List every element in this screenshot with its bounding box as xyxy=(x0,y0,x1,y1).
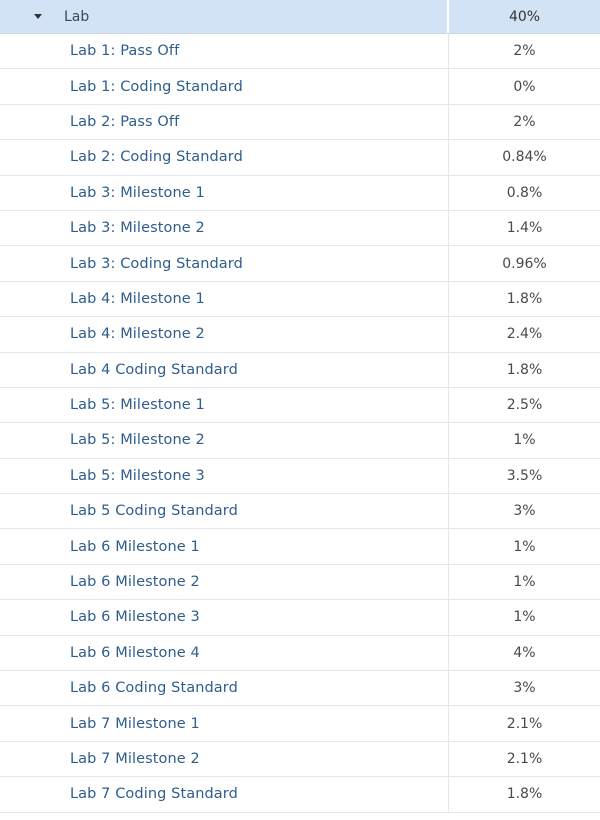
assignment-link[interactable]: Lab 7 Milestone 1 xyxy=(70,715,200,732)
table-row: Lab 7 Milestone 2 2.1% xyxy=(0,741,600,778)
assignment-weight: 1.8% xyxy=(506,290,543,307)
assignment-link[interactable]: Lab 6 Milestone 2 xyxy=(70,574,200,591)
assignment-weight: 1.8% xyxy=(506,361,543,378)
assignment-name-cell: Lab 5: Milestone 3 xyxy=(0,458,449,494)
table-row: Lab 3: Milestone 1 0.8% xyxy=(0,175,600,211)
assignment-link[interactable]: Lab 6 Coding Standard xyxy=(70,680,238,697)
table-row: Lab 6 Milestone 4 4% xyxy=(0,635,600,672)
assignment-link[interactable]: Lab 4: Milestone 2 xyxy=(70,326,205,343)
assignment-link[interactable]: Lab 6 Milestone 1 xyxy=(70,538,200,555)
assignment-weight: 2% xyxy=(513,113,536,130)
table-row: Lab 4: Milestone 2 2.4% xyxy=(0,317,600,353)
assignment-weight: 0% xyxy=(513,78,536,95)
category-name-cell: Lab xyxy=(0,0,449,33)
assignment-weight: 1% xyxy=(513,538,536,555)
assignment-name-cell: Lab 4: Milestone 1 xyxy=(0,281,449,317)
assignment-name-cell: Lab 6 Milestone 1 xyxy=(0,529,449,564)
assignment-link[interactable]: Lab 3: Milestone 2 xyxy=(70,220,205,237)
assignment-weight: 1% xyxy=(513,574,536,591)
assignment-name-cell: Lab 3: Milestone 1 xyxy=(0,175,449,210)
assignment-name-cell: Lab 4: Milestone 2 xyxy=(0,317,449,352)
assignment-name-cell: Lab 7 Milestone 2 xyxy=(0,741,449,777)
assignment-link[interactable]: Lab 3: Coding Standard xyxy=(70,255,243,272)
assignment-name-cell: Lab 6 Milestone 2 xyxy=(0,564,449,600)
assignment-name-cell: Lab 2: Coding Standard xyxy=(0,140,449,175)
assignment-name-cell: Lab 6 Milestone 3 xyxy=(0,600,449,635)
collapse-caret-icon[interactable] xyxy=(34,14,42,19)
table-row: Lab 4 Coding Standard 1.8% xyxy=(0,352,600,388)
assignment-name-cell: Lab 1: Pass Off xyxy=(0,34,449,69)
assignment-weight: 2.5% xyxy=(506,397,543,414)
table-row: Lab 5: Milestone 1 2.5% xyxy=(0,387,600,424)
table-row: Lab 7 Milestone 1 2.1% xyxy=(0,706,600,742)
assignment-name-cell: Lab 2: Pass Off xyxy=(0,104,449,140)
table-row: Lab 1: Pass Off 2% xyxy=(0,34,600,70)
table-row: Lab 6 Milestone 1 1% xyxy=(0,529,600,565)
assignment-weight: 2.1% xyxy=(506,751,543,767)
table-row: Lab 6 Coding Standard 3% xyxy=(0,671,600,707)
assignment-weight: 1.4% xyxy=(506,220,543,237)
assignment-weight: 2.4% xyxy=(506,326,543,343)
table-row: Lab 5: Milestone 2 1% xyxy=(0,423,600,459)
table-row: Lab 2: Pass Off 2% xyxy=(0,104,600,141)
assignment-link[interactable]: Lab 4: Milestone 1 xyxy=(70,290,205,307)
assignment-weight: 2.1% xyxy=(506,715,543,732)
assignment-link[interactable]: Lab 5: Milestone 1 xyxy=(70,397,205,414)
table-row: Lab 3: Coding Standard 0.96% xyxy=(0,246,600,282)
assignment-link[interactable]: Lab 7 Coding Standard xyxy=(70,786,238,803)
table-row: Lab 4: Milestone 1 1.8% xyxy=(0,281,600,318)
assignment-name-cell: Lab 5: Milestone 1 xyxy=(0,387,449,423)
assignment-weight: 2% xyxy=(513,43,536,60)
assignment-link[interactable]: Lab 1: Pass Off xyxy=(70,43,180,60)
assignment-weight: 1.8% xyxy=(506,786,543,803)
assignment-weight: 3% xyxy=(513,680,536,697)
assignment-name-cell: Lab 3: Coding Standard xyxy=(0,246,449,281)
assignment-link[interactable]: Lab 5: Milestone 3 xyxy=(70,467,205,484)
table-row: Lab 2: Coding Standard 0.84% xyxy=(0,140,600,176)
assignment-weight: 1% xyxy=(513,609,536,626)
assignment-weight: 4% xyxy=(513,644,536,661)
assignment-name-cell: Lab 4 Coding Standard xyxy=(0,352,449,387)
assignment-name-cell: Lab 5 Coding Standard xyxy=(0,494,449,529)
assignment-name-cell: Lab 5: Milestone 2 xyxy=(0,423,449,458)
category-percent: 40% xyxy=(508,8,541,25)
assignment-name-cell: Lab 7 Coding Standard xyxy=(0,777,449,812)
category-label: Lab xyxy=(64,8,90,25)
assignment-link[interactable]: Lab 2: Coding Standard xyxy=(70,149,243,166)
assignment-name-cell: Lab 3: Milestone 2 xyxy=(0,210,449,246)
table-row: Lab 5: Milestone 3 3.5% xyxy=(0,458,600,495)
assignment-weight: 1% xyxy=(513,432,536,449)
lab-category-header[interactable]: Lab 40% xyxy=(0,0,600,34)
assignment-link[interactable]: Lab 2: Pass Off xyxy=(70,113,180,130)
assignment-weight: 3% xyxy=(513,503,536,520)
table-row: Lab 7 Coding Standard 1.8% xyxy=(0,777,600,813)
assignment-rows: Lab 1: Pass Off 2% Lab 1: Coding Standard 0… xyxy=(0,34,600,813)
assignment-weight: 0.84% xyxy=(502,149,547,166)
table-row: Lab 5 Coding Standard 3% xyxy=(0,494,600,530)
assignment-weight: 0.8% xyxy=(506,184,543,201)
table-row: Lab 6 Milestone 2 1% xyxy=(0,564,600,601)
table-row: Lab 6 Milestone 3 1% xyxy=(0,600,600,636)
assignment-link[interactable]: Lab 6 Milestone 4 xyxy=(70,644,200,661)
assignment-link[interactable]: Lab 5 Coding Standard xyxy=(70,503,238,520)
assignment-link[interactable]: Lab 3: Milestone 1 xyxy=(70,184,205,201)
assignment-name-cell: Lab 6 Milestone 4 xyxy=(0,635,449,671)
assignment-link[interactable]: Lab 7 Milestone 2 xyxy=(70,751,200,767)
assignment-weight: 0.96% xyxy=(502,255,547,272)
assignment-link[interactable]: Lab 5: Milestone 2 xyxy=(70,432,205,449)
assignment-link[interactable]: Lab 6 Milestone 3 xyxy=(70,609,200,626)
assignment-link[interactable]: Lab 1: Coding Standard xyxy=(70,78,243,95)
assignment-name-cell: Lab 1: Coding Standard xyxy=(0,69,449,104)
assignment-name-cell: Lab 7 Milestone 1 xyxy=(0,706,449,741)
assignment-name-cell: Lab 6 Coding Standard xyxy=(0,671,449,706)
table-row: Lab 3: Milestone 2 1.4% xyxy=(0,210,600,247)
assignment-link[interactable]: Lab 4 Coding Standard xyxy=(70,361,238,378)
assignment-weight: 3.5% xyxy=(506,467,543,484)
table-row: Lab 1: Coding Standard 0% xyxy=(0,69,600,105)
